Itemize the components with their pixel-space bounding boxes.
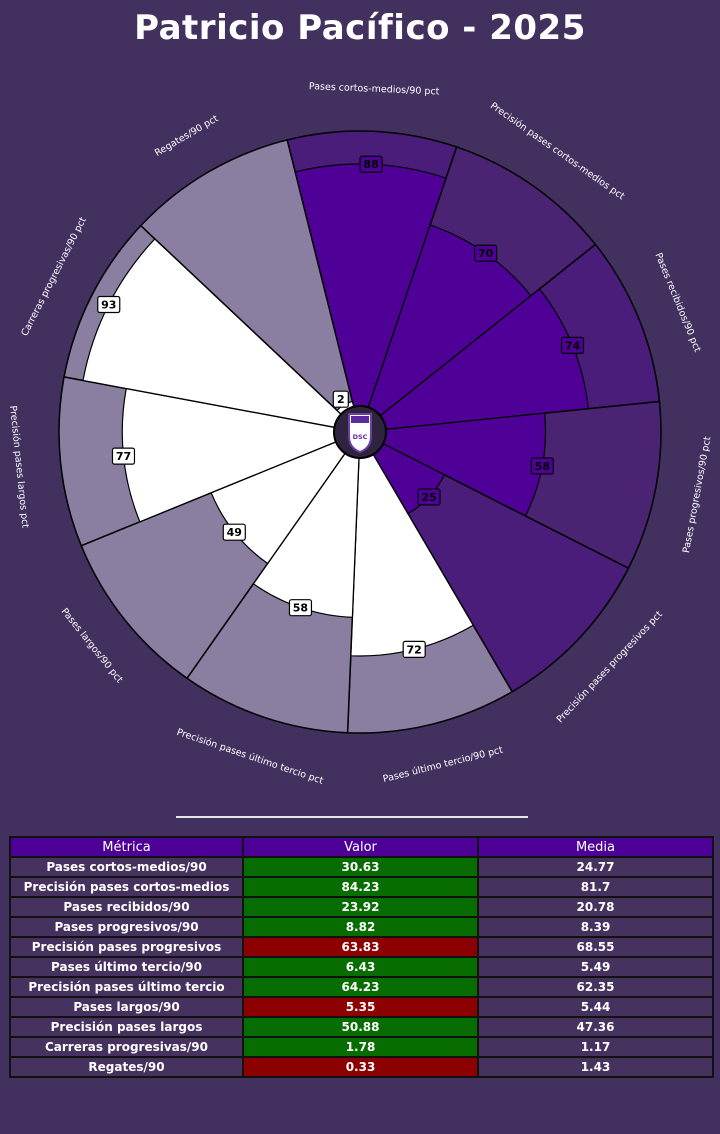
header-value: Valor (242, 836, 479, 858)
value-cell: 64.23 (242, 976, 479, 998)
category-label: Pases cortos-medios/90 pct (309, 81, 440, 97)
value-cell: 30.63 (242, 856, 479, 878)
table-header-row: Métrica Valor Media (9, 836, 714, 858)
metric-cell: Pases progresivos/90 (9, 916, 244, 938)
svg-text:58: 58 (535, 460, 550, 473)
average-cell: 47.36 (477, 1016, 714, 1038)
metric-cell: Pases recibidos/90 (9, 896, 244, 918)
crest-band (351, 416, 369, 423)
category-label: Precisión pases largos pct (7, 405, 30, 529)
value-cell: 50.88 (242, 1016, 479, 1038)
metric-cell: Precisión pases largos (9, 1016, 244, 1038)
category-label: Pases largos/90 pct (59, 606, 125, 685)
crest-text: DSC (353, 433, 368, 441)
average-cell: 68.55 (477, 936, 714, 958)
category-label: Pases progresivos/90 pct (681, 435, 714, 554)
value-label: 25 (417, 488, 441, 506)
category-label: Precisión pases último tercio pct (175, 727, 325, 787)
stats-table: Métrica Valor Media Pases cortos-medios/… (9, 836, 714, 1078)
header-average: Media (477, 836, 714, 858)
header-metric: Métrica (9, 836, 244, 858)
value-cell: 84.23 (242, 876, 479, 898)
average-cell: 1.43 (477, 1056, 714, 1078)
metric-cell: Pases último tercio/90 (9, 956, 244, 978)
average-cell: 20.78 (477, 896, 714, 918)
table-row: Pases último tercio/90 6.43 5.49 (9, 956, 714, 978)
value-cell: 5.35 (242, 996, 479, 1018)
average-cell: 81.7 (477, 876, 714, 898)
average-cell: 8.39 (477, 916, 714, 938)
table-row: Pases largos/90 5.35 5.44 (9, 996, 714, 1018)
value-cell: 1.78 (242, 1036, 479, 1058)
category-label: Regates/90 pct (153, 113, 221, 159)
value-label: 70 (474, 244, 498, 262)
metric-cell: Precisión pases último tercio (9, 976, 244, 998)
value-label: 93 (97, 295, 121, 314)
metric-cell: Pases cortos-medios/90 (9, 856, 244, 878)
table-row: Regates/90 0.33 1.43 (9, 1056, 714, 1078)
svg-text:77: 77 (116, 450, 131, 463)
value-label: 88 (359, 155, 383, 173)
svg-text:93: 93 (101, 298, 116, 311)
pizza-chart: 88 70 74 58 25 72 58 49 77 93 2 Pases cortos-medios… (7, 81, 714, 787)
table-row: Pases progresivos/90 8.82 8.39 (9, 916, 714, 938)
club-crest-icon (348, 413, 372, 454)
value-cell: 8.82 (242, 916, 479, 938)
average-cell: 24.77 (477, 856, 714, 878)
svg-text:58: 58 (293, 602, 308, 615)
table-row: Precisión pases último tercio 64.23 62.35 (9, 976, 714, 998)
value-label: 58 (288, 599, 313, 617)
value-label: 49 (222, 523, 246, 541)
metric-cell: Precisión pases progresivos (9, 936, 244, 958)
value-cell: 6.43 (242, 956, 479, 978)
chart-title: Patricio Pacífico - 2025 (134, 8, 586, 48)
svg-text:49: 49 (227, 526, 242, 539)
table-row: Carreras progresivas/90 1.78 1.17 (9, 1036, 714, 1058)
metric-cell: Precisión pases cortos-medios (9, 876, 244, 898)
metric-cell: Regates/90 (9, 1056, 244, 1078)
average-cell: 5.44 (477, 996, 714, 1018)
value-label: 72 (402, 640, 426, 658)
value-label: 74 (560, 336, 585, 354)
average-cell: 1.17 (477, 1036, 714, 1058)
value-label: 2 (332, 390, 349, 408)
table-row: Pases recibidos/90 23.92 20.78 (9, 896, 714, 918)
metric-cell: Pases largos/90 (9, 996, 244, 1018)
svg-text:88: 88 (363, 158, 378, 171)
table-row: Precisión pases progresivos 63.83 68.55 (9, 936, 714, 958)
category-label: Carreras progresivas/90 pct (19, 215, 89, 338)
svg-text:25: 25 (421, 491, 436, 504)
value-cell: 63.83 (242, 936, 479, 958)
svg-text:72: 72 (407, 643, 422, 656)
svg-text:2: 2 (337, 393, 345, 406)
value-cell: 23.92 (242, 896, 479, 918)
svg-text:74: 74 (565, 339, 581, 352)
svg-text:70: 70 (478, 247, 494, 260)
table-row: Precisión pases largos 50.88 47.36 (9, 1016, 714, 1038)
category-label: Pases recibidos/90 pct (653, 251, 703, 354)
category-label: Pases último tercio/90 pct (382, 745, 504, 786)
metric-cell: Carreras progresivas/90 (9, 1036, 244, 1058)
divider-line (176, 816, 528, 818)
average-cell: 62.35 (477, 976, 714, 998)
value-cell: 0.33 (242, 1056, 479, 1078)
average-cell: 5.49 (477, 956, 714, 978)
table-row: Pases cortos-medios/90 30.63 24.77 (9, 856, 714, 878)
value-label: 77 (111, 447, 136, 465)
value-label: 58 (530, 457, 554, 475)
table-row: Precisión pases cortos-medios 84.23 81.7 (9, 876, 714, 898)
